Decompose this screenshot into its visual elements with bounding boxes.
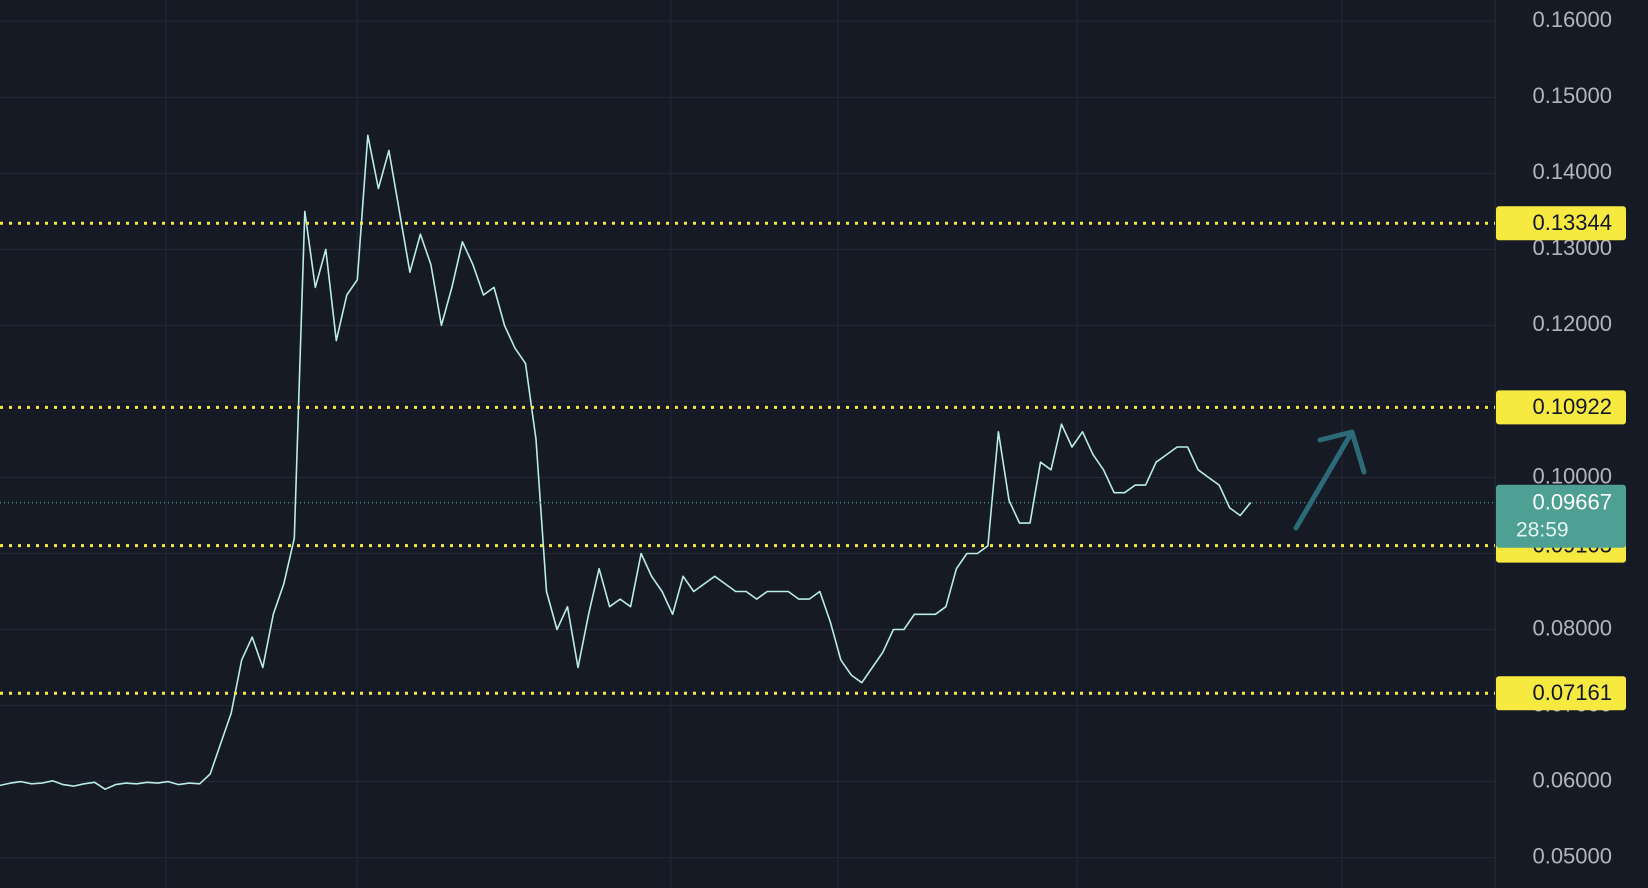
countdown-label: 28:59: [1516, 518, 1569, 541]
y-tick-label: 0.10000: [1532, 463, 1612, 488]
grid: [0, 20, 1495, 859]
level-label: 0.10922: [1532, 394, 1612, 419]
last-price-label: 0.09667: [1532, 490, 1612, 515]
level-label: 0.13344: [1532, 210, 1612, 235]
y-tick-label: 0.12000: [1532, 311, 1612, 336]
last-price-box: [1496, 484, 1626, 548]
y-tick-label: 0.06000: [1532, 767, 1612, 792]
y-tick-label: 0.15000: [1532, 83, 1612, 108]
level-label-box: [1496, 206, 1626, 241]
arrow-drawing: [1293, 429, 1367, 531]
labels: 0.050000.060000.070000.080000.090000.100…: [1496, 7, 1626, 868]
vertical-grid: [165, 0, 1343, 888]
y-tick-label: 0.05000: [1532, 843, 1612, 868]
level-label: 0.07161: [1532, 680, 1612, 705]
price-line: [0, 134, 1252, 790]
plot: [0, 134, 1495, 790]
y-tick-label: 0.16000: [1532, 7, 1612, 32]
level-label-box: [1496, 390, 1626, 425]
y-tick-label: 0.08000: [1532, 615, 1612, 640]
y-tick-label: 0.14000: [1532, 159, 1612, 184]
level-label-box: [1496, 676, 1626, 711]
